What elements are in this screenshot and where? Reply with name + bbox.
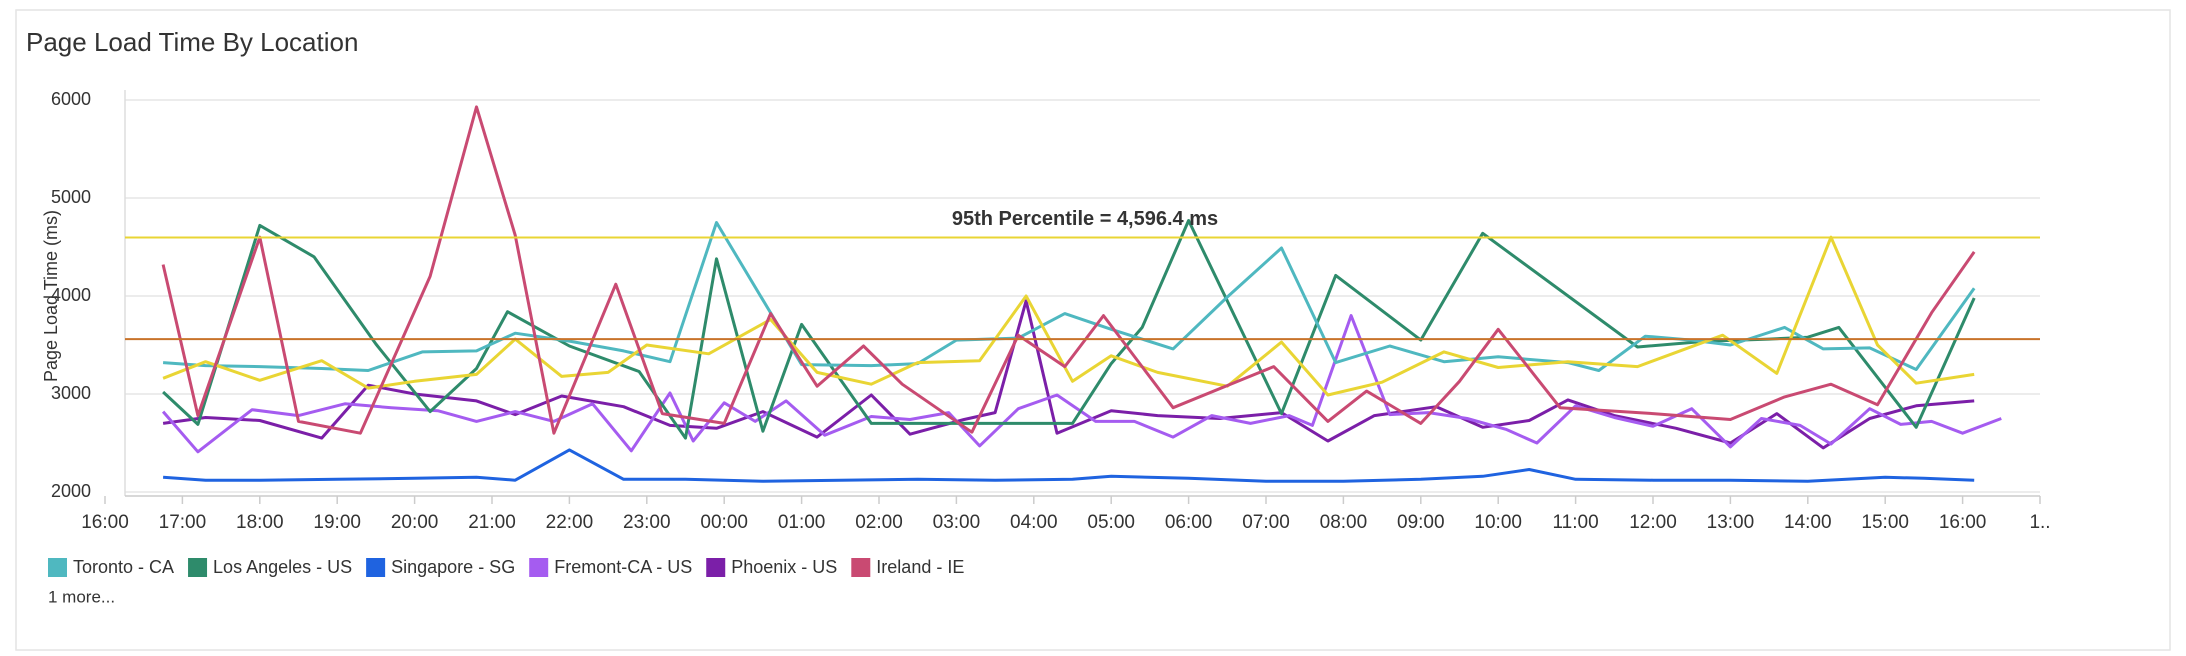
- legend-swatch[interactable]: [706, 558, 726, 577]
- x-tick-label: 02:00: [855, 512, 903, 533]
- y-tick-label: 6000: [51, 89, 91, 109]
- legend-more[interactable]: 1 more...: [48, 587, 115, 606]
- x-tick-label: 04:00: [1010, 512, 1058, 533]
- x-tick-label: 11:00: [1553, 512, 1599, 533]
- series-line: [161, 314, 2002, 454]
- x-tick-label: 21:00: [468, 512, 516, 533]
- x-tick-label: 18:00: [236, 512, 284, 533]
- x-tick-label: 05:00: [1087, 512, 1135, 533]
- x-tick-label: 1..: [2029, 512, 2050, 533]
- x-tick-label: 22:00: [546, 512, 594, 533]
- series-line: [162, 221, 1976, 372]
- legend-swatch[interactable]: [529, 558, 549, 577]
- legend-label[interactable]: Fremont-CA - US: [554, 557, 692, 577]
- chart-title: Page Load Time By Location: [26, 27, 358, 57]
- x-tick-label: 01:00: [778, 512, 826, 533]
- legend-label[interactable]: Ireland - IE: [876, 557, 964, 577]
- legend-label[interactable]: Toronto - CA: [73, 557, 174, 577]
- legend-swatch[interactable]: [366, 558, 386, 577]
- y-tick-label: 5000: [51, 187, 91, 207]
- legend-swatch[interactable]: [188, 558, 208, 577]
- legend-label[interactable]: Singapore - SG: [391, 557, 515, 577]
- x-tick-label: 08:00: [1320, 512, 1368, 533]
- x-tick-label: 15:00: [1861, 512, 1909, 533]
- series-line: [161, 105, 1976, 435]
- x-tick-label: 14:00: [1784, 512, 1832, 533]
- series-line: [162, 448, 1975, 483]
- x-tick-label: 23:00: [623, 512, 671, 533]
- y-axis-label: Page Load Time (ms): [41, 210, 61, 382]
- x-tick-label: 06:00: [1165, 512, 1213, 533]
- x-tick-label: 07:00: [1242, 512, 1290, 533]
- x-tick-label: 13:00: [1707, 512, 1755, 533]
- y-tick-label: 3000: [51, 383, 91, 403]
- x-tick-label: 17:00: [159, 512, 207, 533]
- x-tick-label: 16:00: [81, 512, 129, 533]
- legend-swatch[interactable]: [851, 558, 871, 577]
- series-line: [162, 235, 1975, 397]
- x-tick-label: 03:00: [933, 512, 981, 533]
- legend-swatch[interactable]: [48, 558, 67, 577]
- legend-label[interactable]: Los Angeles - US: [213, 557, 352, 577]
- x-tick-label: 00:00: [700, 512, 748, 533]
- x-tick-label: 12:00: [1629, 512, 1677, 533]
- x-tick-label: 10:00: [1474, 512, 1522, 533]
- x-tick-label: 09:00: [1397, 512, 1445, 533]
- y-tick-label: 2000: [51, 481, 91, 501]
- x-tick-label: 19:00: [313, 512, 361, 533]
- x-tick-label: 16:00: [1939, 512, 1987, 533]
- series-line: [162, 299, 1975, 450]
- y-tick-label: 4000: [51, 285, 91, 305]
- x-tick-label: 20:00: [391, 512, 439, 533]
- legend-label[interactable]: Phoenix - US: [731, 557, 837, 577]
- reference-label: 95th Percentile = 4,596.4 ms: [952, 208, 1218, 230]
